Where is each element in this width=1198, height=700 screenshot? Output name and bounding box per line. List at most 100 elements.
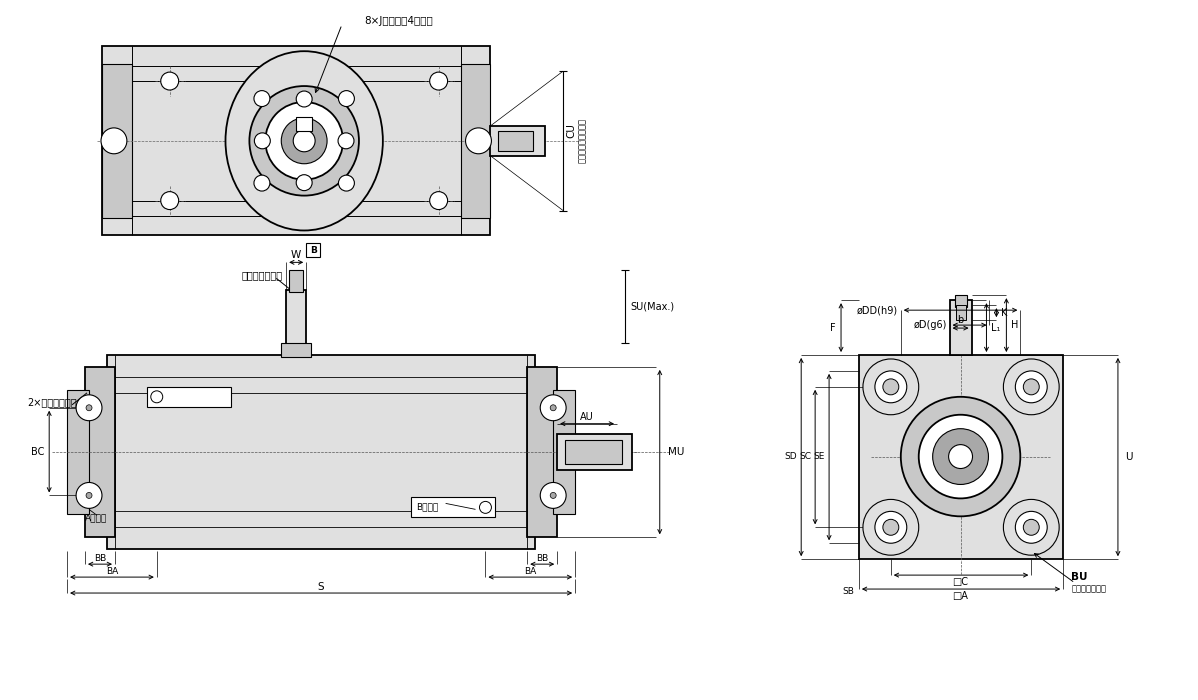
Text: BA: BA xyxy=(525,566,537,575)
Circle shape xyxy=(883,519,898,536)
Circle shape xyxy=(151,391,163,402)
Text: AU: AU xyxy=(580,412,594,421)
Circle shape xyxy=(296,91,313,107)
Bar xyxy=(286,290,307,355)
Circle shape xyxy=(339,90,355,106)
Circle shape xyxy=(86,492,92,498)
Bar xyxy=(950,300,972,355)
Text: BA: BA xyxy=(105,566,119,575)
Bar xyxy=(102,46,490,235)
Circle shape xyxy=(430,192,448,209)
Text: （六角ナット対辺）: （六角ナット対辺） xyxy=(577,118,587,163)
Circle shape xyxy=(901,397,1021,517)
Circle shape xyxy=(77,482,102,508)
Circle shape xyxy=(1023,379,1039,395)
Text: L₁: L₁ xyxy=(992,323,1000,332)
Ellipse shape xyxy=(249,86,359,195)
Circle shape xyxy=(161,192,179,209)
Bar xyxy=(282,343,311,357)
Circle shape xyxy=(1004,359,1059,414)
Text: b: b xyxy=(957,315,963,325)
Text: H: H xyxy=(1011,320,1018,330)
Circle shape xyxy=(1023,519,1039,536)
Text: □A: □A xyxy=(952,591,968,601)
Bar xyxy=(107,355,536,550)
Circle shape xyxy=(254,90,270,106)
Text: BU: BU xyxy=(1071,572,1088,582)
Circle shape xyxy=(101,128,127,154)
Text: （六角穴対辺）: （六角穴対辺） xyxy=(1071,584,1106,594)
Circle shape xyxy=(296,175,313,190)
Bar xyxy=(147,387,231,407)
Circle shape xyxy=(339,175,355,191)
Text: BB: BB xyxy=(536,554,549,563)
Circle shape xyxy=(863,359,919,414)
Text: オートスイッチ: オートスイッチ xyxy=(242,270,283,280)
Circle shape xyxy=(550,492,556,498)
Ellipse shape xyxy=(265,102,343,180)
Text: W: W xyxy=(291,251,302,260)
Text: øD(g6): øD(g6) xyxy=(913,320,946,330)
Bar xyxy=(67,390,89,514)
Circle shape xyxy=(875,512,907,543)
Circle shape xyxy=(863,499,919,555)
Circle shape xyxy=(77,395,102,421)
Text: □C: □C xyxy=(952,577,968,587)
Text: 2×ポートサイズ: 2×ポートサイズ xyxy=(28,397,77,407)
Bar xyxy=(955,295,967,307)
Text: F: F xyxy=(830,323,836,332)
Text: SD: SD xyxy=(785,452,797,461)
Circle shape xyxy=(875,371,907,402)
Text: U: U xyxy=(1125,452,1132,461)
Circle shape xyxy=(430,72,448,90)
Circle shape xyxy=(1016,512,1047,543)
Text: Bポート: Bポート xyxy=(416,502,438,511)
Circle shape xyxy=(1016,371,1047,402)
Bar xyxy=(296,117,313,131)
Circle shape xyxy=(919,414,1003,498)
Text: SU(Max.): SU(Max.) xyxy=(630,302,674,312)
Circle shape xyxy=(540,395,567,421)
Text: Aポート: Aポート xyxy=(85,513,108,522)
Bar xyxy=(460,64,490,218)
Bar xyxy=(557,434,631,470)
Text: SB: SB xyxy=(842,587,854,596)
Ellipse shape xyxy=(294,130,315,152)
Text: K: K xyxy=(1002,307,1008,318)
Circle shape xyxy=(161,72,179,90)
Bar xyxy=(498,131,533,150)
Bar xyxy=(85,367,115,538)
Bar xyxy=(490,126,545,156)
Circle shape xyxy=(479,501,491,513)
Bar xyxy=(411,498,496,517)
Bar xyxy=(553,390,575,514)
Circle shape xyxy=(254,175,270,191)
Text: 8×J（反対側4ヶ所）: 8×J（反対側4ヶ所） xyxy=(364,16,432,27)
Bar xyxy=(527,367,557,538)
Circle shape xyxy=(86,405,92,411)
Text: B: B xyxy=(310,246,316,255)
Circle shape xyxy=(933,428,988,484)
Circle shape xyxy=(883,379,898,395)
Bar xyxy=(565,440,622,463)
Bar xyxy=(859,355,1063,559)
Text: BB: BB xyxy=(93,554,107,563)
Circle shape xyxy=(1004,499,1059,555)
Ellipse shape xyxy=(282,118,327,164)
Circle shape xyxy=(540,482,567,508)
Bar xyxy=(289,270,303,292)
Circle shape xyxy=(550,405,556,411)
Circle shape xyxy=(949,444,973,468)
Text: SC: SC xyxy=(799,452,811,461)
Bar xyxy=(956,305,966,320)
Circle shape xyxy=(466,128,491,154)
Circle shape xyxy=(254,133,271,149)
Text: BC: BC xyxy=(31,447,44,456)
Bar xyxy=(102,64,132,218)
Bar xyxy=(307,244,320,258)
Text: MU: MU xyxy=(667,447,684,456)
Circle shape xyxy=(338,133,353,149)
Text: S: S xyxy=(317,582,325,592)
Text: CU: CU xyxy=(567,123,576,139)
Text: øDD(h9): øDD(h9) xyxy=(857,305,897,315)
